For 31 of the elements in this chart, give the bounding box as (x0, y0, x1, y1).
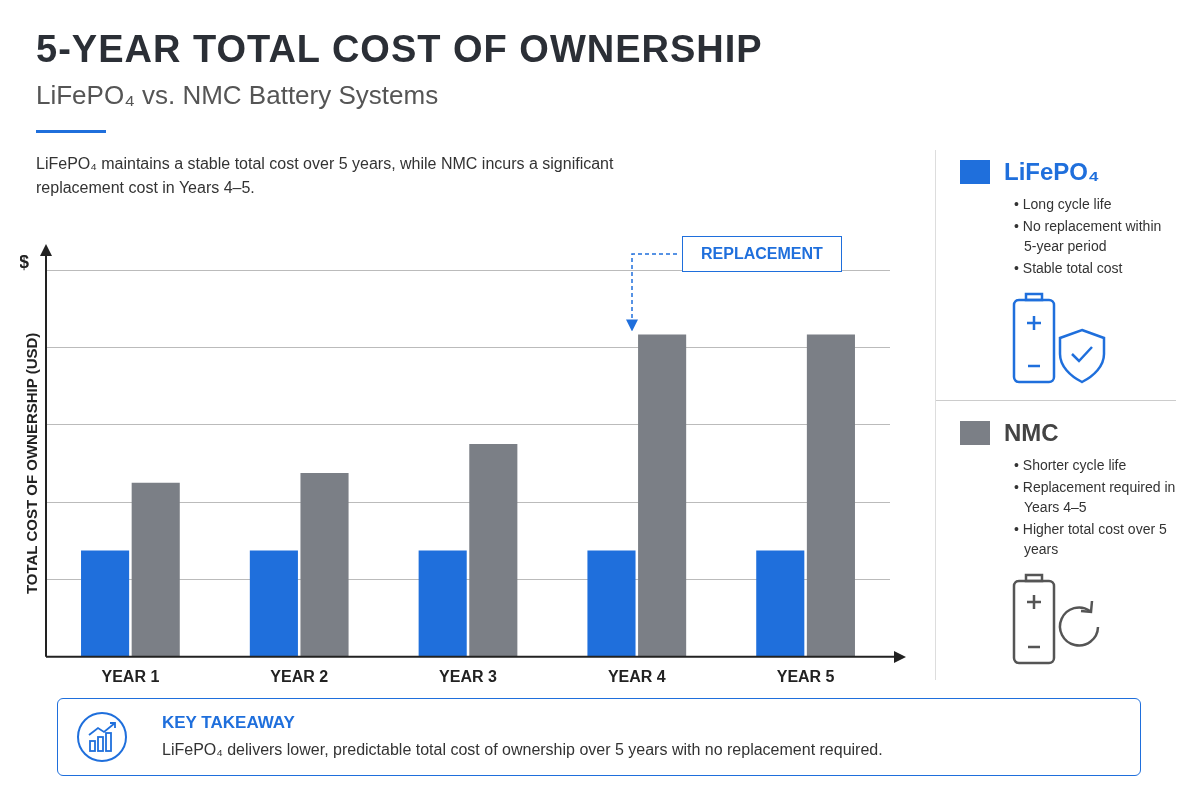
bar (418, 550, 467, 657)
bar (300, 473, 349, 657)
legend-label: NMC (1004, 419, 1059, 447)
text: LiFePO₄ maintains a stable total cost over 5 years, while NMC incurs a significant replacement cost in Years 4–5. (36, 154, 615, 198)
chart-subtitle: LiFePO₄ vs. NMC Battery Systems (36, 80, 439, 111)
text: REPLACEMENT (682, 236, 842, 272)
bar (756, 550, 805, 657)
text: • Replacement required in Years 4–5 (1014, 478, 1176, 517)
x-tick-label: YEAR 1 (101, 667, 160, 685)
bar (249, 550, 298, 657)
text: • Long cycle life (1014, 195, 1113, 214)
text: $ (18, 252, 30, 272)
bar (131, 482, 180, 657)
bar (806, 334, 855, 657)
text: KEY TAKEAWAY (162, 713, 295, 733)
bar (638, 334, 687, 657)
text: LiFePO₄ delivers lower, predictable total cost of ownership over 5 years with no replacement required. (162, 741, 883, 759)
text: • Higher total cost over 5 years (1014, 520, 1168, 559)
x-tick-label: YEAR 4 (607, 667, 666, 685)
y-axis-title: TOTAL COST OF OWNERSHIP (USD) (23, 332, 41, 595)
text: • No replacement within 5-year period (1014, 217, 1163, 256)
legend-label: LiFePO₄ (1004, 158, 1100, 186)
x-tick-label: YEAR 3 (439, 667, 497, 685)
x-tick-label: YEAR 2 (270, 667, 329, 685)
chart-title: 5-YEAR TOTAL COST OF OWNERSHIP (36, 28, 763, 71)
bar (587, 550, 636, 657)
bar (469, 444, 518, 657)
x-tick-label: YEAR 5 (776, 667, 835, 685)
text: • Shorter cycle life (1014, 456, 1128, 475)
bar (81, 550, 130, 657)
text: • Stable total cost (1014, 259, 1124, 278)
